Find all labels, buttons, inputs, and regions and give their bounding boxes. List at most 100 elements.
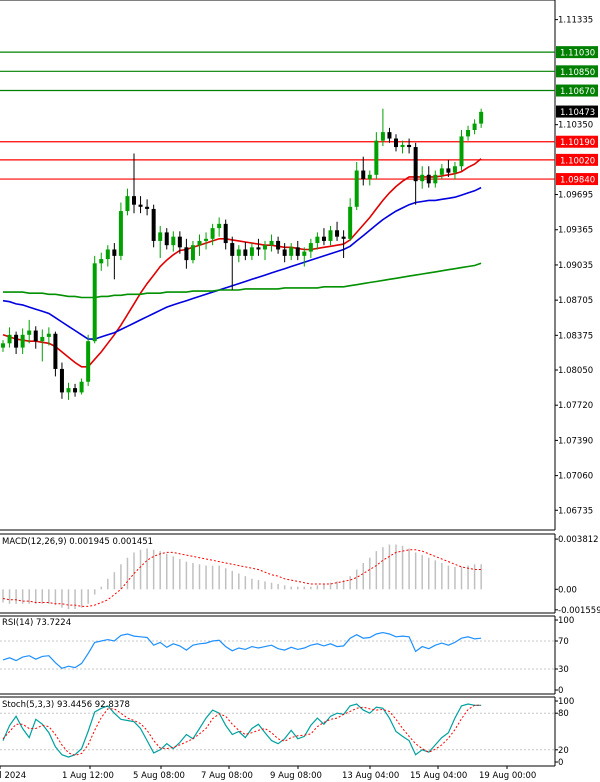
candle-body xyxy=(177,236,182,248)
candle-body xyxy=(92,263,97,342)
y-tick-label: 1.09365 xyxy=(558,226,593,236)
candle-body xyxy=(132,196,136,205)
candle-body xyxy=(315,236,320,244)
candle-body xyxy=(256,247,261,250)
stoch-panel: 100 80 20 0 xyxy=(0,696,574,768)
moving-average-line xyxy=(2,186,482,340)
candle-body xyxy=(171,236,176,246)
candle-body xyxy=(328,230,333,241)
candle-body xyxy=(73,388,78,393)
candle-body xyxy=(20,334,25,348)
price-panel: 1.11335 1.10350 1.09695 1.09365 1.09035 1.087… xyxy=(0,0,598,531)
candle-body xyxy=(236,249,241,256)
y-tick-label: 1.07720 xyxy=(558,401,593,411)
candle-body xyxy=(7,334,12,344)
x-tick-label: 7 Aug 08:00 xyxy=(201,771,253,781)
candle-body xyxy=(53,333,58,369)
candle-body xyxy=(341,236,346,239)
candle-body xyxy=(263,245,267,250)
x-tick-label: 30 Jul 2024 xyxy=(0,771,26,781)
candle-body xyxy=(361,170,366,180)
candle-body xyxy=(407,144,412,148)
y-tick-label: 80 xyxy=(558,709,569,719)
candle-body xyxy=(282,249,287,256)
y-tick-label: 70 xyxy=(558,637,569,647)
y-tick-label: 100 xyxy=(558,697,574,707)
candle-body xyxy=(66,388,71,393)
x-tick-label: 13 Aug 04:00 xyxy=(342,771,399,781)
macd-panel: 0.003812 0.00 -0.001559 xyxy=(0,533,600,616)
rsi-title: RSI(14) 73.7224 xyxy=(2,618,71,628)
candle-body xyxy=(243,249,248,256)
candle-body xyxy=(433,174,438,184)
candle-body xyxy=(164,232,169,246)
price-tag-background xyxy=(556,84,598,97)
candle-body xyxy=(466,130,471,137)
y-tick-label: 1.09695 xyxy=(558,191,593,201)
y-tick-label: 1.07060 xyxy=(558,472,593,482)
rsi-line xyxy=(2,631,482,669)
candle-body xyxy=(197,240,202,246)
price-tag-background xyxy=(556,105,598,118)
candle-body xyxy=(295,247,300,256)
moving-average-line xyxy=(2,158,482,368)
y-tick-label: 0 xyxy=(558,686,563,696)
y-tick-label: 1.08705 xyxy=(558,296,593,306)
candle-body xyxy=(354,170,359,207)
price-tag-label: 1.09840 xyxy=(560,176,595,186)
y-tick-label: 1.10350 xyxy=(558,121,593,131)
y-tick-label: 100 xyxy=(558,616,574,626)
candle-body xyxy=(302,251,307,256)
candle-body xyxy=(472,123,477,130)
candle-body xyxy=(40,336,45,342)
x-tick-label: 5 Aug 08:00 xyxy=(133,771,185,781)
macd-signal-line xyxy=(2,549,482,607)
price-tag-background xyxy=(556,135,598,148)
macd-title: MACD(12,26,9) 0.001945 0.001451 xyxy=(2,537,153,547)
candle-body xyxy=(1,343,5,348)
candle-body xyxy=(151,208,156,241)
y-tick-label: 0.00 xyxy=(558,585,577,595)
candle-body xyxy=(420,174,425,182)
candle-body xyxy=(394,138,398,148)
candle-body xyxy=(459,136,464,167)
candle-body xyxy=(439,168,444,175)
x-tick-label: 9 Aug 08:00 xyxy=(270,771,322,781)
candle-body xyxy=(105,249,110,260)
candle-body xyxy=(27,330,32,335)
candle-body xyxy=(321,236,326,241)
y-tick-label: 30 xyxy=(558,665,569,675)
candle-body xyxy=(269,240,274,246)
moving-average-line xyxy=(3,262,482,299)
x-axis: 30 Jul 2024 1 Aug 12:00 5 Aug 08:00 7 Au… xyxy=(0,766,536,781)
y-tick-label: 1.07390 xyxy=(558,436,593,446)
candle-body xyxy=(112,249,117,256)
rsi-panel: 100 70 30 0 xyxy=(0,615,574,696)
candle-body xyxy=(59,368,64,393)
candle-body xyxy=(204,238,209,241)
price-tag-label: 1.10190 xyxy=(560,138,595,148)
candle-body xyxy=(374,140,379,175)
candle-body xyxy=(452,166,457,173)
price-tag-label: 1.10020 xyxy=(560,156,595,166)
candle-body xyxy=(14,334,19,348)
candle-body xyxy=(79,381,84,393)
candle-body xyxy=(210,228,215,239)
candle-body xyxy=(289,247,294,256)
candle-body xyxy=(335,230,340,237)
price-tag-label: 1.11030 xyxy=(560,49,595,59)
candle-body xyxy=(86,341,91,382)
candle-body xyxy=(125,196,130,212)
x-tick-label: 15 Aug 04:00 xyxy=(410,771,467,781)
candle-body xyxy=(387,132,392,139)
y-tick-label: 0 xyxy=(558,758,563,768)
y-tick-label: 1.08375 xyxy=(558,331,593,341)
price-tag-label: 1.10850 xyxy=(560,68,595,78)
candle-body xyxy=(276,240,281,250)
price-tag-background xyxy=(556,173,598,186)
candle-body xyxy=(184,247,189,261)
candle-body xyxy=(348,206,353,239)
candle-body xyxy=(99,259,104,264)
